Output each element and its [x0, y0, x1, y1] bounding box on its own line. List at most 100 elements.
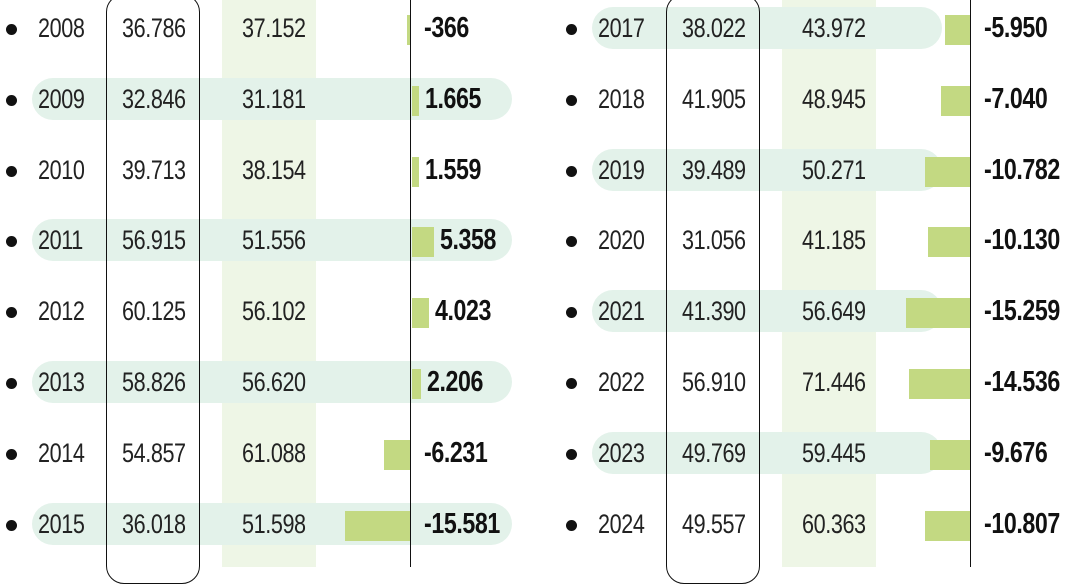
balance-label: 1.559 — [424, 153, 481, 186]
table-row: 2008 36.786 37.152 -366 — [0, 6, 540, 50]
year-cell: 2017 — [598, 13, 645, 43]
balance-label: 5.358 — [440, 224, 497, 257]
table-row: 2021 41.390 56.649 -15.259 — [560, 289, 1080, 333]
value-b-cell: 56.102 — [242, 296, 306, 327]
bullet-icon — [6, 24, 17, 35]
right-table-panel: 2017 38.022 43.972 -5.950 2018 41.905 48.945 -7… — [560, 0, 1080, 584]
value-a-cell: 49.557 — [682, 508, 746, 539]
value-a-cell: 36.786 — [122, 13, 186, 43]
table-row: 2011 56.915 51.556 5.358 — [0, 218, 540, 262]
year-cell: 2013 — [38, 367, 85, 397]
balance-bar — [345, 510, 410, 541]
table-row: 2017 38.022 43.972 -5.950 — [560, 6, 1080, 50]
table-row: 2018 41.905 48.945 -7.040 — [560, 77, 1080, 121]
table-row: 2014 54.857 61.088 -6.231 — [0, 431, 540, 475]
value-b-cell: 38.154 — [242, 154, 306, 185]
value-a-column-frame — [666, 0, 760, 584]
balance-bar — [940, 85, 970, 116]
table-row: 2015 36.018 51.598 -15.581 — [0, 502, 540, 546]
value-b-cell: 41.185 — [802, 225, 866, 256]
value-b-cell: 59.445 — [802, 437, 866, 468]
row-highlight — [32, 502, 512, 545]
value-a-cell: 60.125 — [122, 296, 186, 327]
year-cell: 2018 — [598, 83, 645, 114]
row-highlight — [592, 148, 942, 191]
bullet-icon — [6, 448, 17, 460]
balance-axis-line — [970, 0, 971, 567]
bullet-icon — [6, 94, 17, 106]
balance-label: -7.040 — [984, 82, 1048, 115]
year-cell: 2020 — [598, 225, 645, 256]
bullet-icon — [566, 519, 577, 531]
balance-bar — [929, 439, 970, 470]
row-highlight — [32, 77, 512, 120]
table-row: 2022 56.910 71.446 -14.536 — [560, 360, 1080, 404]
table-row: 2010 39.713 38.154 1.559 — [0, 148, 540, 192]
year-cell: 2012 — [38, 296, 85, 327]
value-a-column-frame — [106, 0, 200, 584]
row-highlight — [592, 431, 942, 474]
value-b-cell: 56.620 — [242, 367, 306, 397]
value-a-cell: 31.056 — [682, 225, 746, 256]
balance-bar — [407, 15, 410, 45]
value-b-cell: 50.271 — [802, 154, 866, 185]
value-b-cell: 31.181 — [242, 83, 306, 114]
value-b-cell: 43.972 — [802, 13, 866, 43]
balance-axis-line — [410, 0, 411, 567]
balance-label: 2.206 — [427, 366, 484, 398]
balance-label: 1.665 — [424, 82, 481, 115]
value-b-cell: 37.152 — [242, 13, 306, 43]
balance-bar — [945, 15, 970, 45]
table-row: 2020 31.056 41.185 -10.130 — [560, 218, 1080, 262]
value-a-cell: 39.489 — [682, 154, 746, 185]
value-b-cell: 61.088 — [242, 437, 306, 468]
bullet-icon — [6, 236, 17, 248]
balance-bar — [412, 369, 422, 399]
year-cell: 2023 — [598, 437, 645, 468]
bullet-icon — [566, 94, 577, 106]
bullet-icon — [566, 236, 577, 248]
value-a-cell: 38.022 — [682, 13, 746, 43]
year-cell: 2008 — [38, 13, 85, 43]
balance-label: -366 — [424, 12, 469, 44]
year-cell: 2010 — [38, 154, 85, 185]
balance-label: -6.231 — [424, 436, 488, 469]
year-cell: 2015 — [38, 508, 85, 539]
balance-bar — [927, 227, 970, 258]
row-highlight — [32, 361, 512, 403]
value-a-cell: 41.390 — [682, 296, 746, 327]
year-cell: 2022 — [598, 367, 645, 397]
year-cell: 2014 — [38, 437, 85, 468]
value-a-cell: 56.915 — [122, 225, 186, 256]
value-b-cell: 48.945 — [802, 83, 866, 114]
balance-bar — [412, 227, 435, 258]
table-row: 2012 60.125 56.102 4.023 — [0, 289, 540, 333]
year-cell: 2011 — [38, 225, 83, 256]
value-b-cell: 56.649 — [802, 296, 866, 327]
value-a-cell: 41.905 — [682, 83, 746, 114]
bullet-icon — [6, 307, 17, 319]
value-a-cell: 32.846 — [122, 83, 186, 114]
year-cell: 2019 — [598, 154, 645, 185]
balance-bar — [925, 156, 970, 187]
value-a-cell: 36.018 — [122, 508, 186, 539]
balance-bar — [412, 85, 419, 116]
table-row: 2023 49.769 59.445 -9.676 — [560, 431, 1080, 475]
balance-label: -10.807 — [984, 507, 1060, 540]
balance-label: 4.023 — [434, 295, 491, 328]
table-row: 2024 49.557 60.363 -10.807 — [560, 502, 1080, 546]
row-highlight — [592, 290, 942, 333]
table-row: 2009 32.846 31.181 1.665 — [0, 77, 540, 121]
bullet-icon — [6, 519, 17, 531]
bullet-icon — [566, 165, 577, 177]
bullet-icon — [566, 307, 577, 319]
value-a-cell: 56.910 — [682, 367, 746, 397]
balance-bar — [906, 298, 970, 329]
balance-label: -14.536 — [984, 366, 1060, 398]
balance-label: -10.130 — [984, 224, 1060, 257]
value-a-cell: 54.857 — [122, 437, 186, 468]
balance-label: -15.581 — [424, 507, 500, 540]
row-highlight — [592, 7, 942, 49]
balance-label: -15.259 — [984, 295, 1060, 328]
value-b-cell: 51.556 — [242, 225, 306, 256]
